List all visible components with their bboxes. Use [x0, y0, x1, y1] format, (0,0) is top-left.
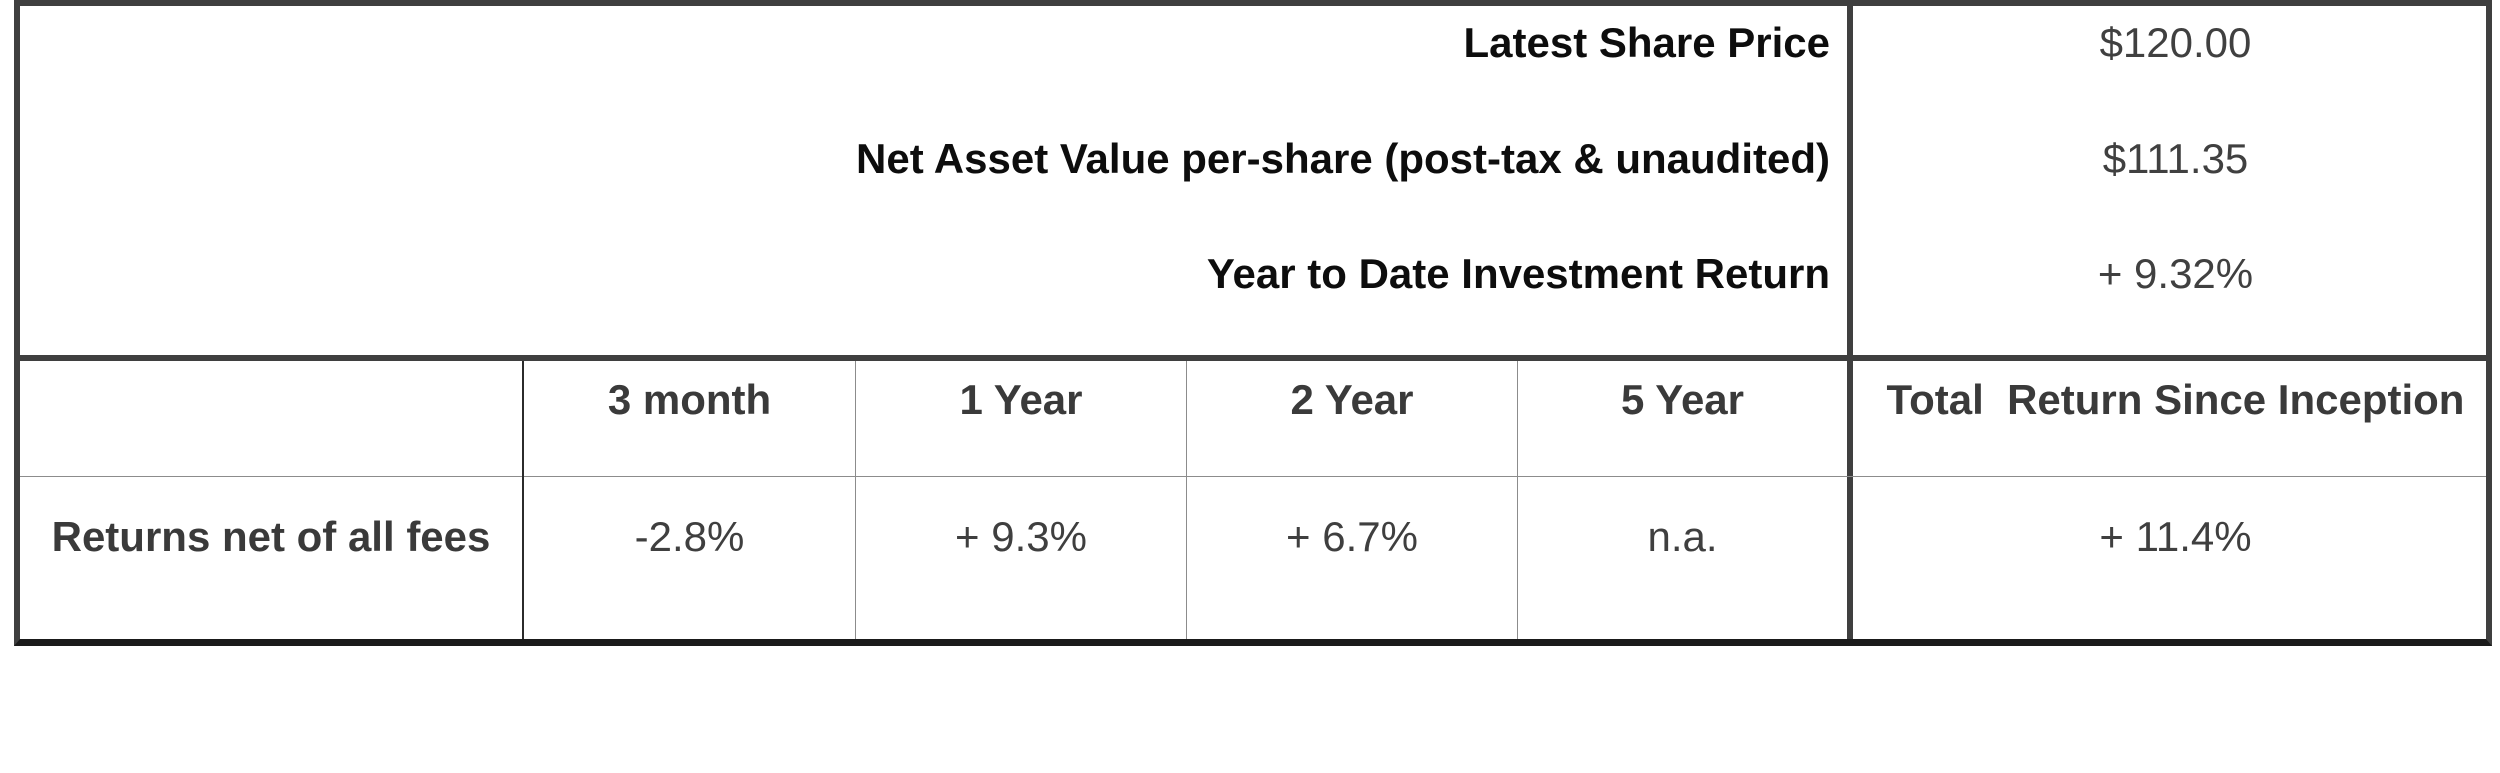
return-3-month: -2.8% — [634, 513, 745, 560]
nav-per-share-value: $111.35 — [2102, 135, 2249, 182]
ytd-return-value: + 9.32% — [2097, 250, 2254, 297]
latest-share-price-label: Latest Share Price — [1463, 19, 1830, 66]
column-divider — [1186, 361, 1187, 639]
column-divider — [855, 361, 856, 639]
value-column-divider — [1847, 6, 1853, 639]
header-row-divider — [20, 476, 2486, 477]
header-3-month: 3 month — [607, 376, 772, 423]
header-1-year: 1 Year — [959, 376, 1083, 423]
return-1-year: + 9.3% — [955, 513, 1087, 560]
return-5-year: n.a. — [1647, 513, 1718, 560]
return-2-year: + 6.7% — [1286, 513, 1418, 560]
return-since-inception: + 11.4% — [2099, 513, 2252, 560]
header-2-year: 2 Year — [1290, 376, 1414, 423]
performance-table: Latest Share Price $120.00 Net Asset Val… — [14, 0, 2492, 646]
header-total-return-since-inception: Total Return Since Inception — [1886, 376, 2465, 423]
table-divider-thick — [20, 355, 2486, 361]
row-label-divider — [522, 361, 524, 639]
latest-share-price-value: $120.00 — [2099, 19, 2252, 66]
ytd-return-label: Year to Date Investment Return — [1206, 250, 1830, 297]
header-5-year: 5 Year — [1620, 376, 1745, 423]
column-divider — [1517, 361, 1518, 639]
nav-per-share-label: Net Asset Value per-share (post-tax & un… — [856, 135, 1830, 182]
returns-row-label: Returns net of all fees — [51, 513, 491, 560]
